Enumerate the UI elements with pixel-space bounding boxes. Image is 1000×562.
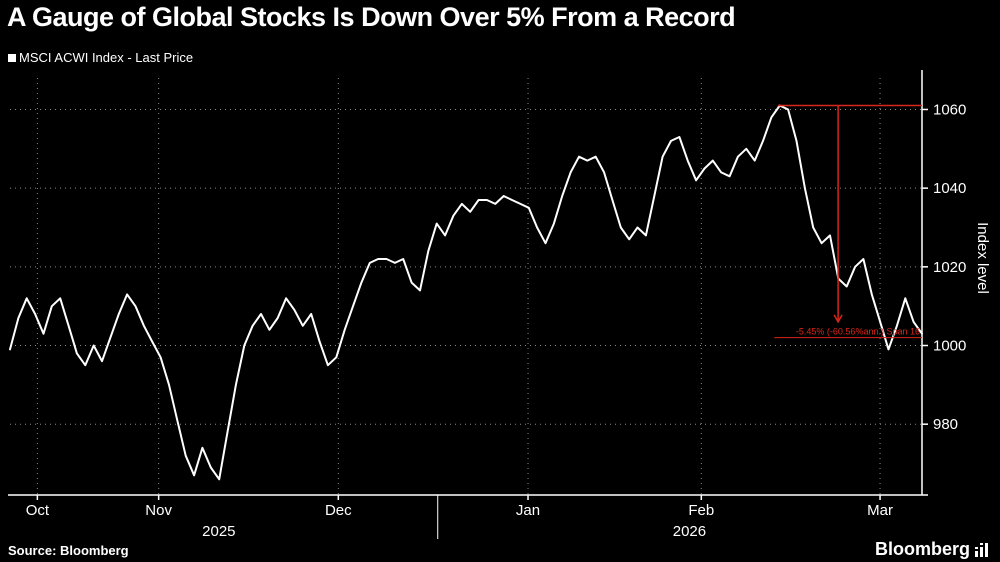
y-tick-label: 1020 [933, 259, 966, 276]
year-label: 2026 [673, 523, 706, 540]
y-tick-label: 1000 [933, 338, 966, 355]
year-label: 2025 [202, 523, 235, 540]
bloomberg-wordmark: Bloomberg [874, 539, 970, 559]
source-credit: Source: Bloomberg [8, 543, 129, 558]
x-tick-label: Dec [325, 502, 352, 519]
y-tick-label: 980 [933, 416, 958, 433]
y-tick-label: 1040 [933, 180, 966, 197]
y-tick-label: 1060 [933, 101, 966, 118]
x-tick-label: Mar [867, 502, 893, 519]
x-tick-label: Feb [688, 502, 714, 519]
drop-arrow-head [833, 314, 843, 324]
drop-annotation-label: -5.45% (-60.56%ann.) Span 16 [796, 327, 920, 337]
legend-marker-square [8, 53, 16, 62]
chart-title: A Gauge of Global Stocks Is Down Over 5%… [7, 2, 736, 32]
x-tick-label: Jan [516, 502, 540, 519]
y-axis-title: Index level [974, 222, 991, 294]
bloomberg-logo: Bloomberg [875, 539, 990, 560]
price-line [9, 104, 923, 481]
x-tick-label: Oct [26, 502, 50, 519]
legend-label: MSCI ACWI Index - Last Price [19, 50, 194, 65]
x-tick-label: Nov [145, 502, 172, 519]
legend: MSCI ACWI Index - Last Price [8, 50, 193, 65]
bloomberg-terminal-icon [975, 542, 988, 557]
